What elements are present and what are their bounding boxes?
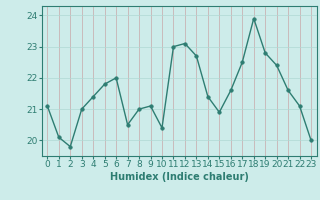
X-axis label: Humidex (Indice chaleur): Humidex (Indice chaleur) bbox=[110, 172, 249, 182]
